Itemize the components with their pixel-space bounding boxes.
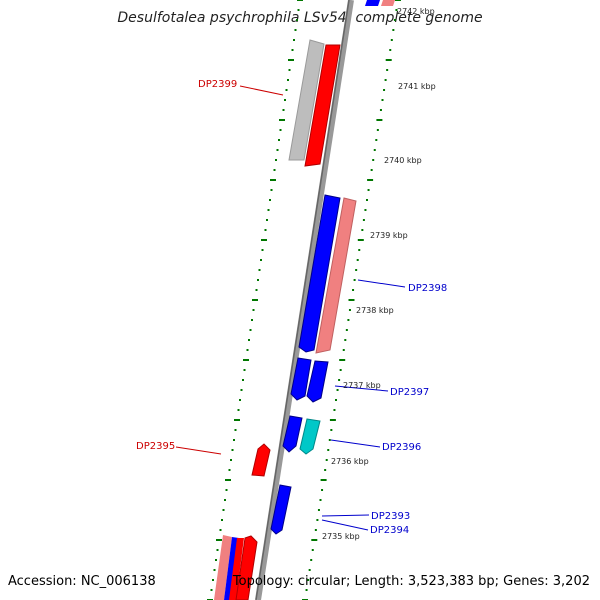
scale-label-2742: 2742 kbp xyxy=(397,7,435,16)
gene-dp2399-grey[interactable] xyxy=(288,39,325,161)
gene-labels: DP2399 DP2398 DP2397 DP2396 DP2395 DP239… xyxy=(136,79,447,536)
gene-2742-forward[interactable] xyxy=(381,0,395,6)
scale-label-2736: 2736 kbp xyxy=(331,457,369,466)
scale-label-2735: 2735 kbp xyxy=(322,532,360,541)
tick-ring xyxy=(207,0,401,600)
gene-dp2397-blue-b[interactable] xyxy=(306,360,329,403)
gene-label-dp2397[interactable]: DP2397 xyxy=(390,387,429,398)
gene-label-dp2399[interactable]: DP2399 xyxy=(198,79,237,90)
gene-dp2393-blue[interactable] xyxy=(270,484,292,535)
gene-label-dp2394[interactable]: DP2394 xyxy=(370,525,409,536)
scale-label-2740: 2740 kbp xyxy=(384,156,422,165)
gene-label-dp2395[interactable]: DP2395 xyxy=(136,441,175,452)
gene-dp2398-blue[interactable] xyxy=(298,194,341,353)
scale-labels: 2742 kbp 2741 kbp 2740 kbp 2739 kbp 2738… xyxy=(322,7,436,541)
gene-dp2395-red[interactable] xyxy=(251,443,271,477)
topology-text: Topology: circular; Length: 3,523,383 bp… xyxy=(232,574,590,589)
scale-label-2738: 2738 kbp xyxy=(356,306,394,315)
gene-dp2397-blue-a[interactable] xyxy=(290,357,312,401)
gene-dp2396-cyan[interactable] xyxy=(299,418,321,455)
gene-dp2399-red[interactable] xyxy=(304,44,341,167)
gene-label-dp2398[interactable]: DP2398 xyxy=(408,283,447,294)
gene-dp2396-blue[interactable] xyxy=(282,415,303,453)
gene-features xyxy=(214,0,395,600)
scale-label-2739: 2739 kbp xyxy=(370,231,408,240)
gene-bottom-red-a[interactable] xyxy=(229,538,244,600)
genome-title: Desulfotalea psychrophila LSv54, complet… xyxy=(117,10,483,26)
gene-label-dp2396[interactable]: DP2396 xyxy=(382,442,421,453)
scale-label-2741: 2741 kbp xyxy=(398,82,436,91)
gene-dp2398-pink[interactable] xyxy=(315,197,357,354)
gene-label-dp2393[interactable]: DP2393 xyxy=(371,511,410,522)
accession-text: Accession: NC_006138 xyxy=(8,574,156,589)
scale-label-2737: 2737 kbp xyxy=(343,381,381,390)
label-leaders xyxy=(175,85,406,531)
gene-2742-reverse[interactable] xyxy=(365,0,380,6)
gene-bottom-pink[interactable] xyxy=(214,535,232,600)
gene-bottom-red-b[interactable] xyxy=(235,535,258,600)
genome-backbone xyxy=(255,0,354,600)
